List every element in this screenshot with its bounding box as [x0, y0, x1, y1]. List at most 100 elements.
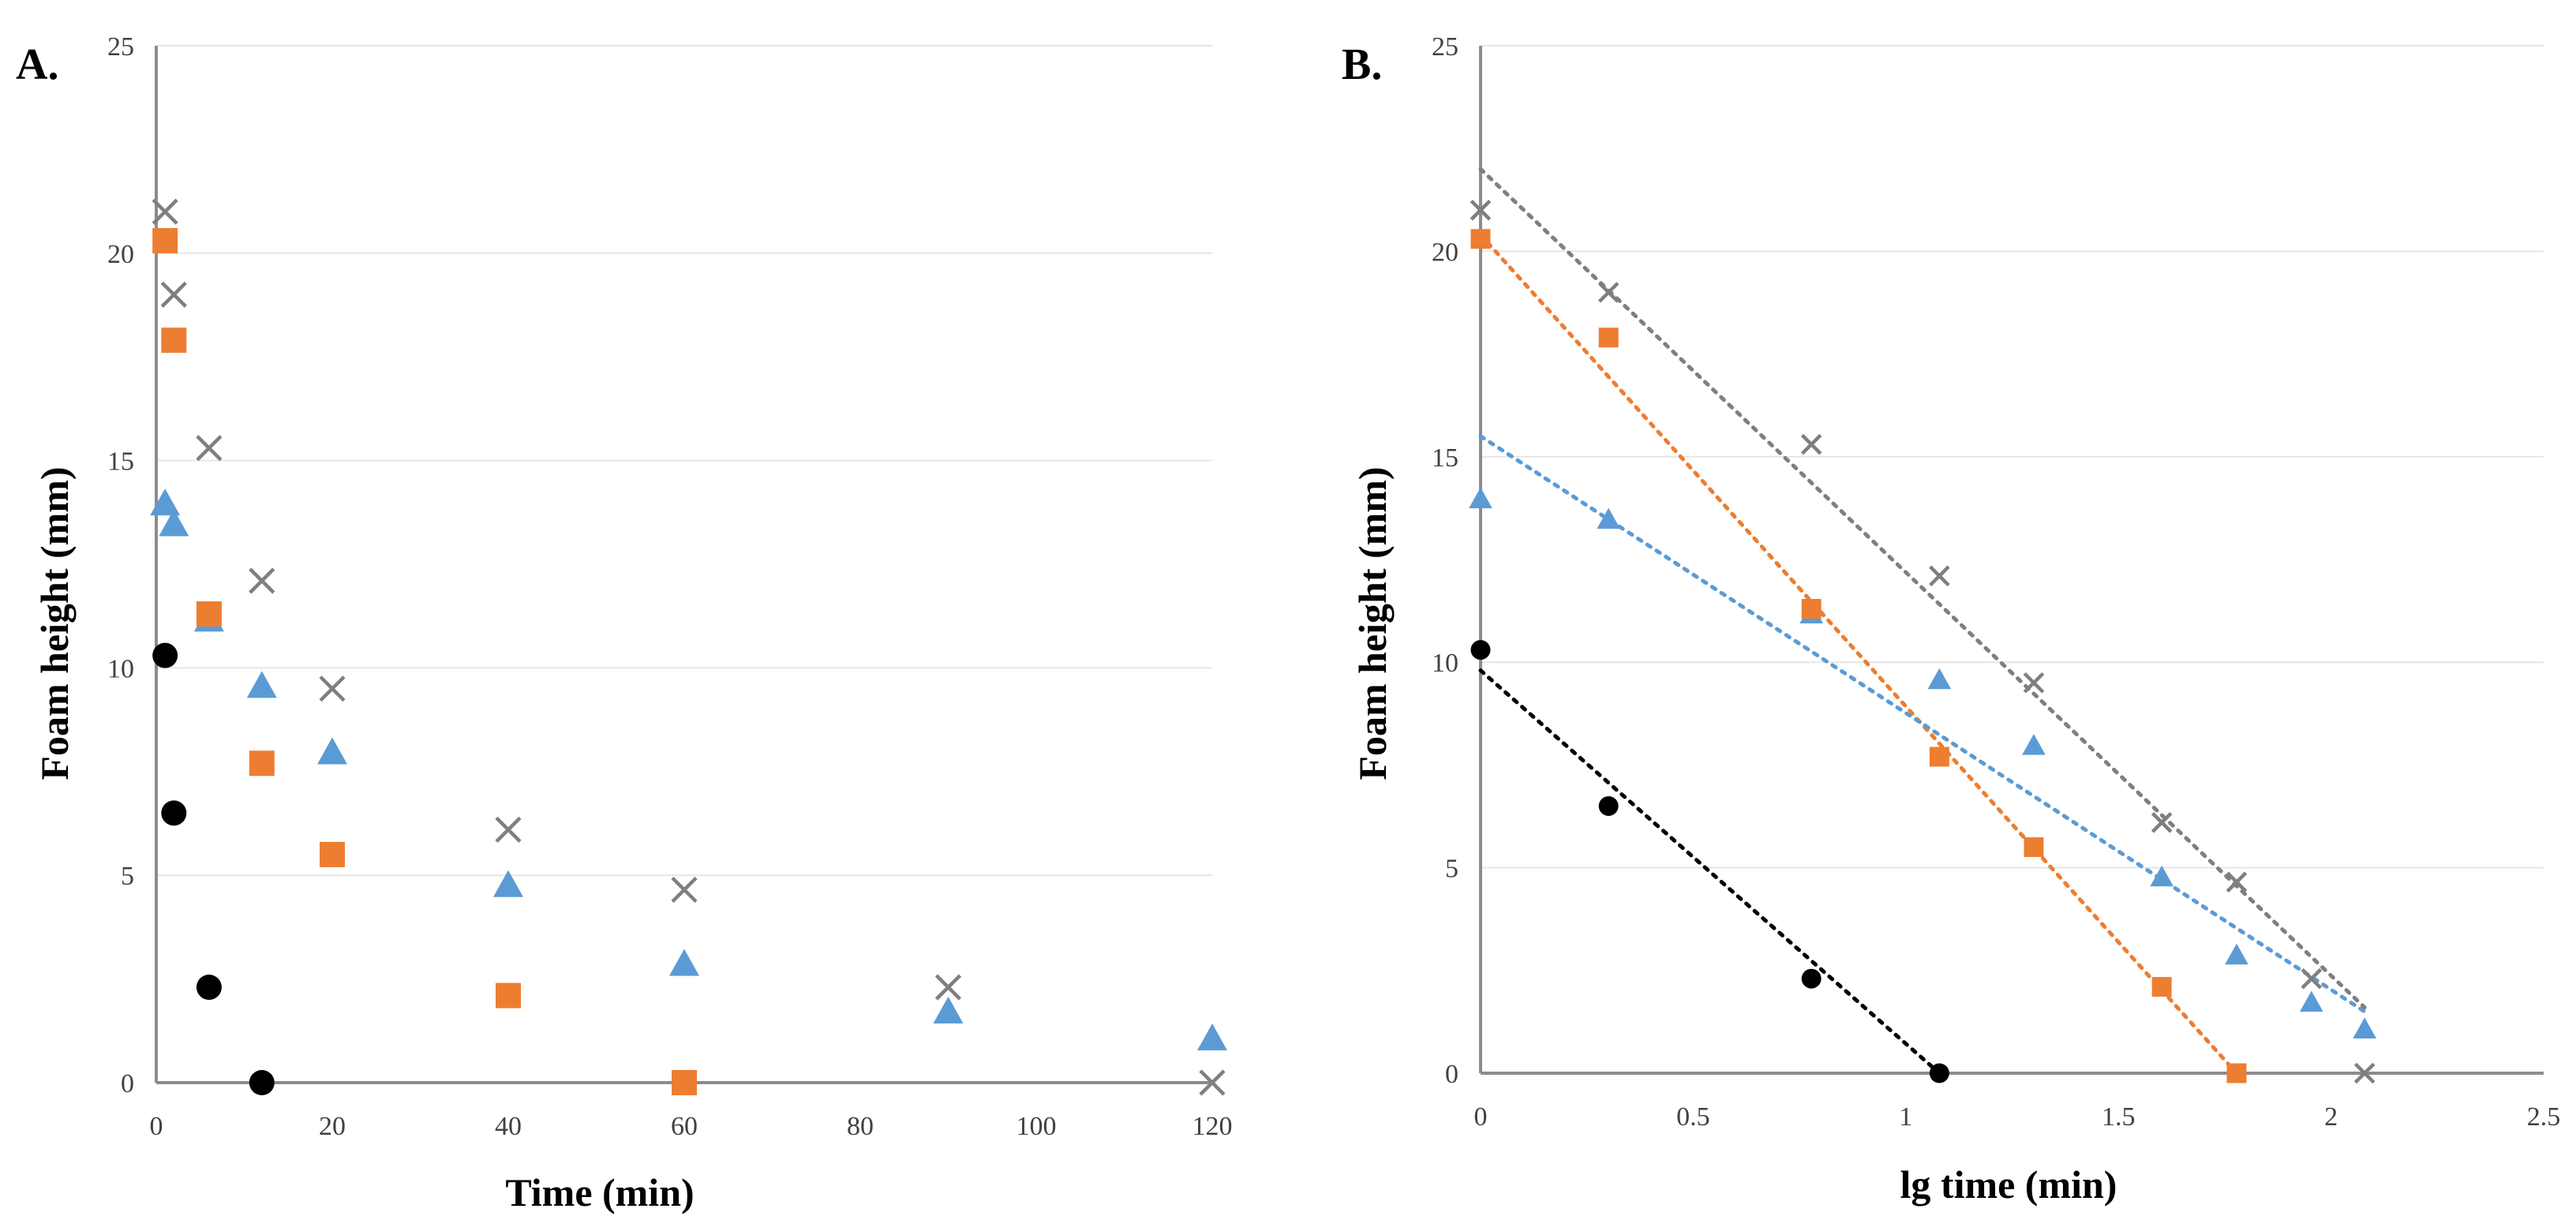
panel-a-axes [155, 46, 1212, 1084]
triangle-series-point [1469, 487, 1492, 509]
triangle-series-point [1597, 507, 1620, 529]
panel-b-tick-labels: 0 5 10 15 20 25 0 0.5 1 1.5 2 2.5 [1432, 32, 2560, 1132]
y-tick-label: 0 [1445, 1060, 1458, 1089]
x-tick-label: 2 [2324, 1102, 2338, 1132]
cross-series-point [1800, 433, 1822, 455]
panel-b-axes [1479, 46, 2544, 1075]
x-tick-label: 120 [1193, 1112, 1233, 1141]
cross-series-point [2353, 1062, 2376, 1084]
y-tick-label: 10 [1432, 649, 1458, 678]
triangle-series-point [493, 870, 523, 897]
panel-b-data-points [1469, 200, 2376, 1084]
square-series-point [2024, 837, 2044, 858]
square-series-point [1598, 327, 1619, 348]
circle-series-point [1801, 968, 1822, 989]
panel-b-trendlines [1478, 167, 2367, 1076]
cross-series-point [196, 435, 223, 462]
circle-series-point [1470, 640, 1491, 660]
square-series-point [1470, 229, 1491, 249]
x-tick-label: 0 [150, 1112, 163, 1141]
panel-a-chart: A. Time (min) Foam height (mm) 0 5 10 15 20 2… [16, 32, 1233, 1214]
x-tick-label: 2.5 [2527, 1102, 2561, 1132]
cross-series-point [1597, 282, 1619, 303]
triangle-series-point [246, 671, 277, 698]
x-tick-label: 1.5 [2102, 1102, 2136, 1132]
cross-series-point [934, 974, 962, 1001]
x-tick-label: 80 [847, 1112, 874, 1141]
panel-b-gridlines [1481, 45, 2544, 869]
cross-series-point [2023, 672, 2045, 694]
square-series-point [1801, 599, 1822, 619]
cross-series-point [319, 675, 346, 702]
y-tick-label: 20 [107, 240, 134, 269]
y-tick-label: 0 [121, 1069, 134, 1098]
y-tick-label: 15 [107, 447, 134, 477]
triangle-series-point [2150, 865, 2174, 887]
square-series-point [152, 228, 178, 254]
square-series-point [161, 327, 187, 354]
panel-a-tick-labels: 0 5 10 15 20 25 0 20 40 60 80 100 120 [107, 32, 1233, 1141]
square-series-point [249, 750, 275, 776]
panel-a-data-points [150, 198, 1227, 1096]
panel-a-label: A. [16, 40, 58, 89]
panel-a-x-axis-title: Time (min) [505, 1170, 694, 1214]
square-series-point [196, 601, 222, 627]
panel-b-y-axis-title: Foam height (mm) [1350, 466, 1395, 780]
square-series-point [2151, 977, 2172, 997]
cross-series-point [160, 281, 187, 308]
cross-series-point [152, 198, 178, 225]
cross-series-point [249, 567, 275, 594]
triangle-series-point [933, 997, 964, 1024]
cross-series-point [1199, 1069, 1226, 1096]
square-series-trendline [1478, 233, 2239, 1076]
cross-series-point [1929, 565, 1950, 587]
triangle-series-point [1927, 668, 1952, 690]
circle-series-point [1929, 1063, 1949, 1083]
triangle-series-point [669, 949, 699, 976]
circle-series-point [249, 1070, 275, 1095]
circle-series-trendline [1478, 668, 1941, 1076]
y-tick-label: 25 [1432, 32, 1458, 62]
cross-series-point [2301, 967, 2323, 990]
y-tick-label: 20 [1432, 238, 1458, 267]
triangle-series-point [150, 488, 181, 516]
y-tick-label: 25 [107, 32, 134, 62]
triangle-series-point [2022, 734, 2046, 755]
circle-series-point [161, 800, 187, 826]
y-tick-label: 15 [1432, 443, 1458, 473]
x-tick-label: 20 [319, 1112, 346, 1141]
x-tick-label: 100 [1017, 1112, 1057, 1141]
x-tick-label: 1 [1899, 1102, 1912, 1132]
triangle-series-point [1197, 1023, 1227, 1051]
cross-series-point [1470, 200, 1492, 221]
circle-series-point [196, 975, 222, 1001]
x-tick-label: 0 [1474, 1102, 1488, 1132]
triangle-series-point [2353, 1017, 2376, 1038]
panel-b-x-axis-title: lg time (min) [1900, 1162, 2117, 1207]
panel-a-gridlines [156, 45, 1212, 877]
cross-series-point [2226, 871, 2248, 893]
square-series-point [672, 1070, 697, 1095]
square-series-point [320, 841, 345, 867]
triangle-series-point [2299, 990, 2323, 1012]
panel-a-y-axis-title: Foam height (mm) [32, 466, 77, 780]
circle-series-point [152, 642, 178, 668]
x-tick-label: 0.5 [1676, 1102, 1710, 1132]
y-tick-label: 5 [121, 862, 134, 891]
cross-series-point [495, 816, 522, 843]
triangle-series-point [317, 737, 347, 765]
triangle-series-point [159, 509, 189, 537]
triangle-series-point [2225, 943, 2248, 965]
cross-series-point [2151, 812, 2173, 833]
x-tick-label: 60 [671, 1112, 698, 1141]
circle-series-point [1598, 796, 1619, 816]
y-tick-label: 10 [107, 654, 134, 683]
square-series-point [1929, 746, 1949, 767]
square-series-point [2226, 1063, 2247, 1083]
x-tick-label: 40 [495, 1112, 522, 1141]
triangle-series-trendline [1478, 434, 2367, 1014]
panel-b-label: B. [1342, 40, 1382, 89]
cross-series-trendline [1478, 167, 2367, 1010]
square-series-point [496, 982, 521, 1008]
